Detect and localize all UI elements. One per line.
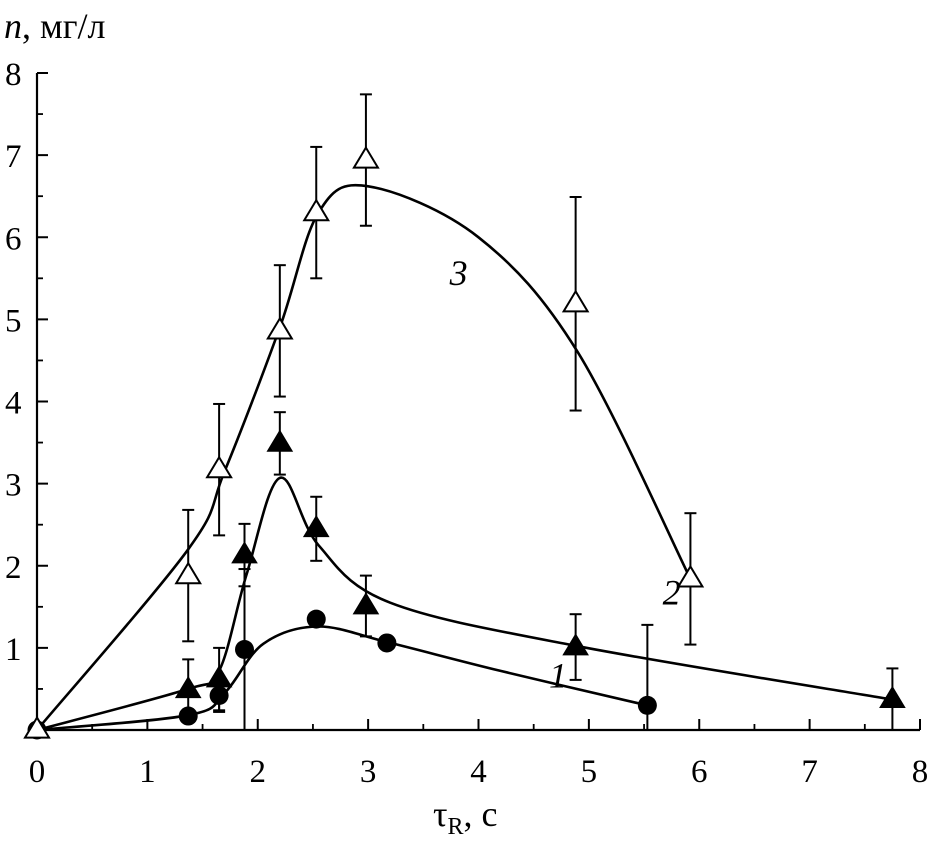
point-1 [235, 640, 255, 660]
y-axis-unit: , мг/л [22, 6, 106, 46]
point-2 [266, 429, 294, 452]
x-tick-label: 1 [139, 754, 156, 790]
y-tick-label: 6 [5, 221, 22, 257]
point-2 [174, 675, 202, 699]
point-3 [352, 145, 380, 169]
curve-label-2: 2 [663, 572, 681, 612]
x-tick-label: 3 [360, 754, 377, 790]
x-axis-subscript: R [447, 814, 463, 840]
x-tick-label: 4 [470, 754, 487, 790]
point-2 [562, 633, 589, 656]
curve-labels: 1 2 3 [449, 253, 681, 695]
x-tick-label: 0 [29, 754, 46, 790]
point-2 [879, 685, 906, 708]
axes: 0 1 2 3 4 5 6 7 8 1 2 3 4 5 6 7 8 [5, 57, 928, 790]
point-3 [676, 564, 705, 588]
point-2 [302, 514, 330, 538]
x-tick-label: 5 [581, 754, 598, 790]
y-tick-label: 8 [5, 57, 22, 93]
point-1 [209, 686, 229, 706]
x-tick-label: 6 [691, 754, 708, 790]
y-tick-label: 7 [5, 139, 22, 175]
point-2 [231, 541, 258, 564]
point-1 [637, 695, 657, 715]
y-tick-label: 4 [5, 386, 22, 422]
x-axis-title: τR, с [433, 794, 497, 840]
point-3 [174, 561, 202, 585]
point-3 [561, 289, 590, 313]
y-tick-label: 1 [5, 632, 22, 668]
curve-label-3: 3 [449, 253, 468, 293]
fit-curve-2 [36, 476, 893, 732]
point-1 [306, 609, 326, 629]
y-tick-label: 5 [5, 303, 22, 339]
x-tick-label: 8 [912, 754, 929, 790]
y-axis-variable: n [4, 6, 22, 46]
x-axis-unit: , с [463, 794, 497, 834]
y-axis-title: n, мг/л [4, 6, 106, 46]
y-tick-label: 2 [5, 550, 22, 586]
x-axis-variable: τ [433, 794, 447, 834]
x-tick-label: 7 [801, 754, 818, 790]
data-markers [23, 145, 906, 740]
point-3 [23, 715, 51, 739]
y-tick-label: 3 [5, 468, 22, 504]
point-1 [377, 633, 397, 653]
point-3 [266, 316, 294, 340]
curve-label-1: 1 [549, 655, 567, 695]
point-2 [205, 665, 233, 688]
point-2 [352, 592, 380, 615]
point-3 [302, 198, 331, 222]
x-tick-label: 2 [250, 754, 267, 790]
point-3 [205, 455, 233, 479]
error-bars [182, 93, 899, 731]
point-1 [178, 706, 198, 726]
